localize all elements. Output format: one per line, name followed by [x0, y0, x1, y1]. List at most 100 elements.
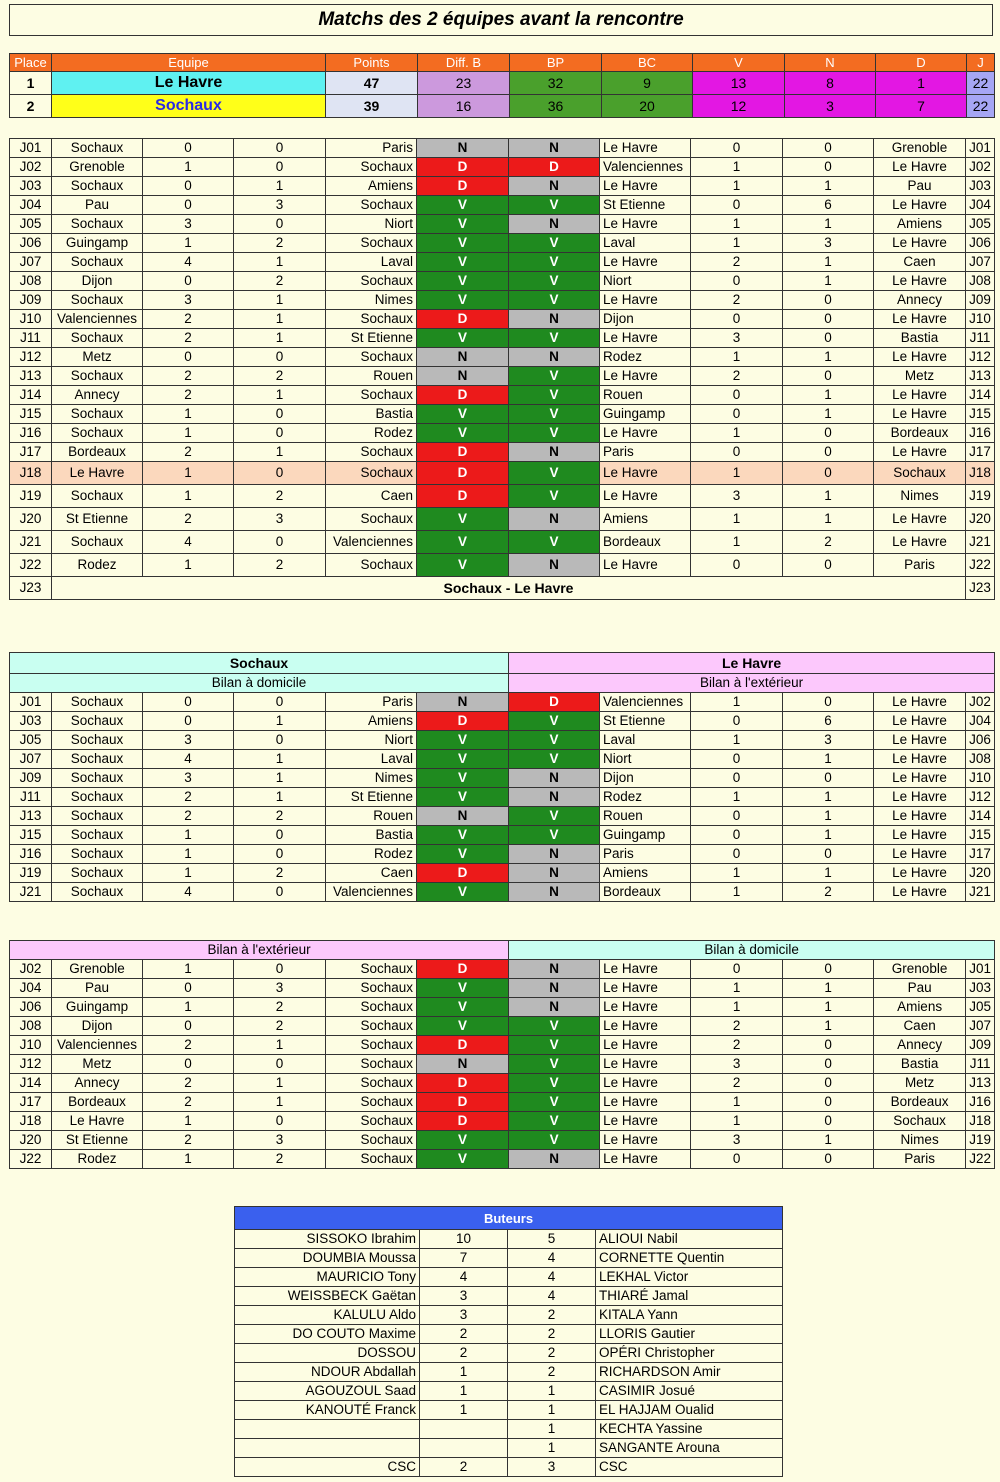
- home-team-cell: Sochaux: [51, 328, 143, 348]
- result-badge: N: [508, 997, 601, 1017]
- home-score-cell: 0: [690, 768, 784, 788]
- home-score-cell: 2: [142, 1092, 234, 1112]
- home-score-cell: 0: [690, 195, 783, 215]
- home-team-cell: Amiens: [599, 863, 692, 883]
- home-score-cell: 1: [690, 176, 783, 196]
- home-team-cell: Sochaux: [51, 692, 143, 712]
- result-badge: V: [508, 252, 600, 272]
- away-score-cell: 3: [233, 978, 326, 998]
- away-score-cell: 0: [782, 1035, 875, 1055]
- scorer-name: WEISSBECK Gaëtan: [234, 1286, 420, 1306]
- result-badge: V: [415, 825, 510, 845]
- scorers-title: Buteurs: [234, 1206, 783, 1230]
- away-score-cell: 1: [782, 214, 874, 234]
- home-team-cell: Pau: [51, 195, 143, 215]
- result-badge: N: [508, 176, 600, 196]
- away-score-cell: 1: [233, 1073, 326, 1093]
- away-team-cell: Sochaux: [325, 271, 417, 291]
- col-header-n: N: [784, 53, 876, 72]
- match-row: J16 Sochaux 1 0 Rodez V N Paris 0 0 Le Havre J17: [9, 844, 996, 864]
- home-team-cell: Sochaux: [51, 730, 143, 750]
- result-badge: N: [508, 959, 601, 979]
- home-team-cell: Le Havre: [599, 290, 691, 310]
- match-row: J22 Rodez 1 2 Sochaux V N Le Havre 0 0 Paris J22: [9, 1149, 996, 1169]
- home-team-cell: Sochaux: [51, 214, 143, 234]
- scorer-goals: 1: [419, 1400, 508, 1420]
- home-score-cell: 3: [142, 730, 234, 750]
- round-cell: J03: [965, 176, 995, 196]
- result-badge: D: [416, 461, 509, 485]
- scorer-name: DOUMBIA Moussa: [234, 1248, 420, 1268]
- away-score-cell: 1: [782, 176, 874, 196]
- scorer-name: THIARÉ Jamal: [595, 1286, 783, 1306]
- round-cell: J04: [9, 195, 52, 215]
- result-badge: V: [416, 404, 509, 424]
- home-score-cell: 0: [142, 347, 234, 367]
- away-team-cell: Le Havre: [873, 825, 967, 845]
- away-score-cell: 0: [233, 347, 326, 367]
- match-row: J06 Guingamp 1 2 Sochaux V N Le Havre 1 1 Amiens J0…: [9, 997, 996, 1017]
- result-badge: N: [508, 553, 600, 577]
- round-cell: J05: [965, 997, 996, 1017]
- round-cell: J19: [965, 484, 995, 508]
- match-row: J02 Grenoble 1 0 Sochaux D N Le Havre 0 0 Grenoble…: [9, 959, 996, 979]
- away-score-cell: 1: [782, 806, 875, 826]
- round-cell: J09: [9, 768, 52, 788]
- home-score-cell: 1: [142, 423, 234, 443]
- diff-cell: 23: [417, 71, 510, 95]
- home-score-cell: 2: [142, 385, 234, 405]
- away-score-cell: 2: [782, 882, 875, 902]
- home-score-cell: 1: [142, 1149, 234, 1169]
- home-score-cell: 1: [690, 1092, 784, 1112]
- result-badge: V: [508, 749, 601, 769]
- home-away-label-row: Bilan à domicile Bilan à l'extérieur: [8, 673, 996, 693]
- result-badge: V: [508, 530, 600, 554]
- scorer-goals: 5: [507, 1229, 596, 1249]
- home-score-cell: 3: [142, 214, 234, 234]
- away-score-cell: 3: [233, 507, 326, 531]
- away-score-cell: 2: [233, 863, 326, 883]
- away-team-cell: Le Havre: [873, 195, 966, 215]
- match-row: J12 Metz 0 0 Sochaux N V Le Havre 3 0 Bastia J11: [9, 1054, 996, 1074]
- home-team-cell: Le Havre: [599, 1130, 692, 1150]
- scorer-name: AGOUZOUL Saad: [234, 1381, 420, 1401]
- home-team-cell: Rodez: [51, 1149, 143, 1169]
- round-cell: J04: [965, 195, 995, 215]
- away-team-cell: Niort: [325, 214, 417, 234]
- home-team-cell: Annecy: [51, 1073, 143, 1093]
- home-team-cell: Le Havre: [599, 1149, 692, 1169]
- home-team-cell: Le Havre: [599, 484, 691, 508]
- scorer-goals: 3: [419, 1305, 508, 1325]
- home-score-cell: 4: [142, 530, 234, 554]
- result-badge: V: [416, 214, 509, 234]
- result-badge: N: [508, 507, 600, 531]
- scorer-goals: 1: [507, 1419, 596, 1439]
- result-badge: V: [508, 484, 600, 508]
- page-title: Matchs des 2 équipes avant la rencontre: [9, 4, 993, 36]
- home-score-cell: 0: [690, 711, 784, 731]
- scorer-name: DOSSOU: [234, 1343, 420, 1363]
- home-score-cell: 3: [690, 1130, 784, 1150]
- away-team-cell: Le Havre: [873, 806, 967, 826]
- result-badge: V: [415, 1149, 510, 1169]
- away-team-cell: Le Havre: [873, 347, 966, 367]
- result-badge: V: [415, 978, 510, 998]
- away-score-cell: 0: [233, 404, 326, 424]
- match-row: J08 Dijon 0 2 Sochaux V V Le Havre 2 1 Caen J07: [9, 1016, 996, 1036]
- home-team-cell: Rodez: [51, 553, 143, 577]
- match-row: J04 Pau 0 3 Sochaux V V St Etienne 0 6 Le Havre J04: [9, 195, 995, 215]
- home-team-cell: Guingamp: [599, 404, 691, 424]
- away-team-cell: Le Havre: [873, 882, 967, 902]
- scorer-row: KANOUTÉ Franck 1 1 EL HAJJAM Oualid: [234, 1400, 783, 1420]
- scorer-name: [234, 1419, 420, 1439]
- home-team-cell: Dijon: [599, 768, 692, 788]
- scorer-name: MAURICIO Tony: [234, 1267, 420, 1287]
- home-team-cell: St Etienne: [51, 1130, 143, 1150]
- away-team-cell: Le Havre: [873, 442, 966, 462]
- home-score-cell: 1: [142, 404, 234, 424]
- match-row: J17 Bordeaux 2 1 Sochaux D N Paris 0 0 Le Havre J17: [9, 442, 995, 462]
- home-team-cell: Sochaux: [51, 423, 143, 443]
- scorer-name: ALIOUI Nabil: [595, 1229, 783, 1249]
- home-score-cell: 2: [690, 1035, 784, 1055]
- away-team-cell: Le Havre: [873, 385, 966, 405]
